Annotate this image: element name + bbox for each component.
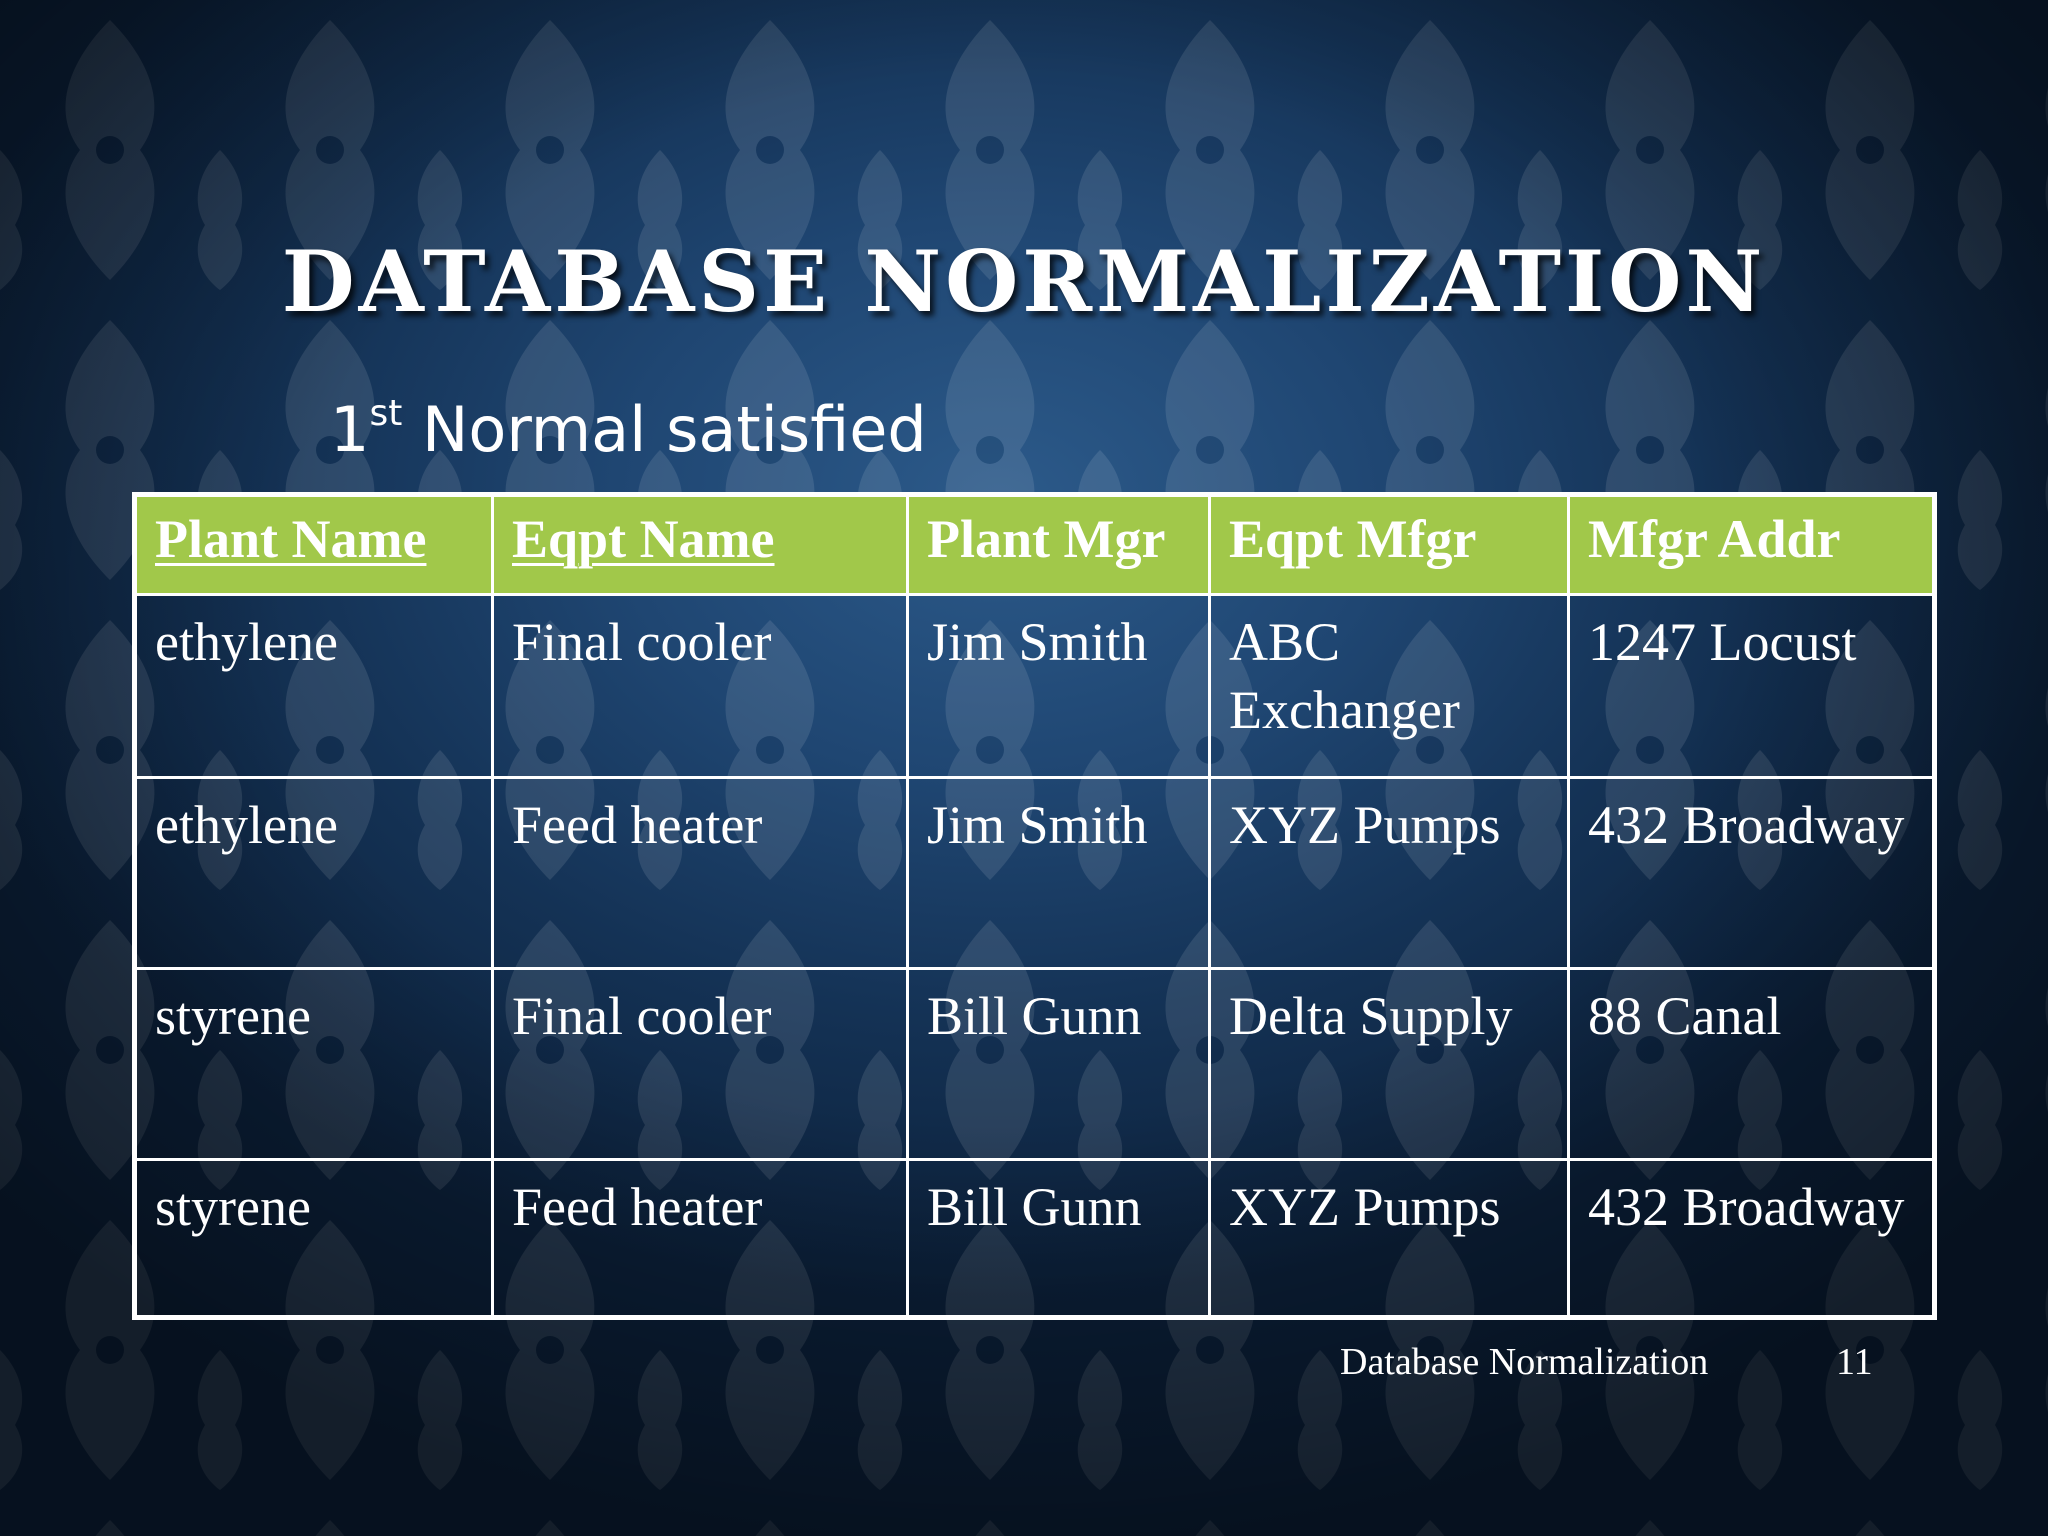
table-row: ethylene Feed heater Jim Smith XYZ Pumps… <box>133 776 1936 970</box>
slide-number: 11 <box>1836 1341 1873 1383</box>
table-cell: Jim Smith <box>906 593 1211 779</box>
subtitle-superscript: st <box>369 393 403 434</box>
header-mfgr-addr: Mfgr Addr <box>1567 493 1936 596</box>
table-cell: Final cooler <box>491 593 909 779</box>
table-cell: XYZ Pumps <box>1208 1158 1570 1319</box>
table-cell: Feed heater <box>491 1158 909 1319</box>
table-cell: 88 Canal <box>1567 967 1936 1161</box>
header-eqpt-name: Eqpt Name <box>491 493 909 596</box>
table-cell: Feed heater <box>491 776 909 970</box>
table-header-row: Plant Name Eqpt Name Plant Mgr Eqpt Mfgr… <box>133 493 1936 596</box>
table-cell: Delta Supply <box>1208 967 1570 1161</box>
header-eqpt-mfgr: Eqpt Mfgr <box>1208 493 1570 596</box>
header-plant-name: Plant Name <box>133 493 494 596</box>
table-cell: 432 Broadway <box>1567 776 1936 970</box>
table-cell: 1247 Locust <box>1567 593 1936 779</box>
header-plant-mgr: Plant Mgr <box>906 493 1211 596</box>
slide-subtitle: 1st Normal satisfied <box>330 390 927 470</box>
subtitle-number: 1 <box>330 393 370 466</box>
subtitle-text: Normal satisfied <box>402 393 927 466</box>
slide-footer: Database Normalization <box>1340 1341 1709 1383</box>
table-cell: styrene <box>133 1158 494 1319</box>
table-cell: XYZ Pumps <box>1208 776 1570 970</box>
table-cell: 432 Broadway <box>1567 1158 1936 1319</box>
table-cell: Final cooler <box>491 967 909 1161</box>
table-cell: Jim Smith <box>906 776 1211 970</box>
table-cell: ethylene <box>133 776 494 970</box>
table-cell: ethylene <box>133 593 494 779</box>
table-row: styrene Feed heater Bill Gunn XYZ Pumps … <box>133 1158 1936 1319</box>
table-row: styrene Final cooler Bill Gunn Delta Sup… <box>133 967 1936 1161</box>
table-cell: Bill Gunn <box>906 967 1211 1161</box>
table-cell: ABC Exchanger <box>1208 593 1570 779</box>
table-row: ethylene Final cooler Jim Smith ABC Exch… <box>133 593 1936 779</box>
normalization-table: Plant Name Eqpt Name Plant Mgr Eqpt Mfgr… <box>132 492 1937 1320</box>
slide-title: DATABASE NORMALIZATION <box>281 232 1767 331</box>
table-cell: Bill Gunn <box>906 1158 1211 1319</box>
table-cell: styrene <box>133 967 494 1161</box>
